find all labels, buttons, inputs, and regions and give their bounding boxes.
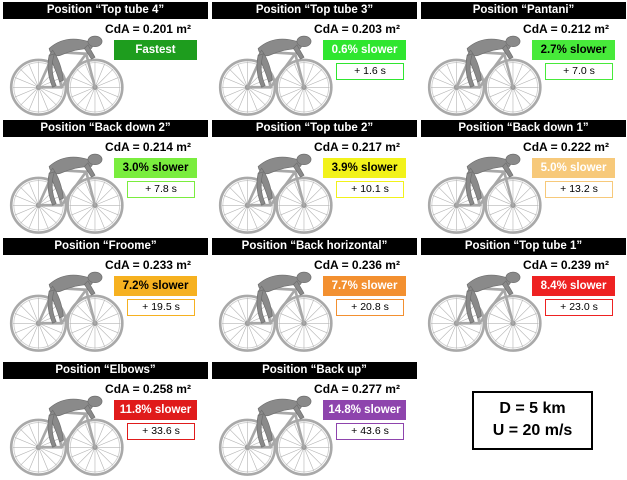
cyclist-illustration — [427, 153, 542, 234]
position-title: Position “Pantani” — [421, 2, 626, 19]
position-title: Position “Back down 2” — [3, 120, 208, 137]
time-delta: + 20.8 s — [336, 299, 404, 316]
time-delta: + 43.6 s — [336, 423, 404, 440]
speed-label: U = 20 m/s — [492, 422, 573, 439]
slower-badge: 14.8% slower — [323, 400, 406, 420]
position-panel: Position “Back up” CdA = 0.277 m² — [212, 362, 417, 480]
cyclist-illustration — [9, 271, 124, 352]
cda-value: CdA = 0.203 m² — [314, 22, 400, 36]
position-panel: Position “Pantani” CdA = 0.212 m² — [421, 2, 626, 120]
time-delta: + 23.0 s — [545, 299, 613, 316]
position-title: Position “Top tube 1” — [421, 238, 626, 255]
conditions-box: D = 5 km U = 20 m/s — [472, 391, 593, 450]
cda-value: CdA = 0.217 m² — [314, 140, 400, 154]
position-panel: Position “Back down 1” CdA = 0.222 — [421, 120, 626, 238]
position-title: Position “Froome” — [3, 238, 208, 255]
cda-value: CdA = 0.258 m² — [105, 382, 191, 396]
slower-badge: 0.6% slower — [323, 40, 406, 60]
cyclist-illustration — [427, 35, 542, 116]
position-title: Position “Top tube 2” — [212, 120, 417, 137]
slower-badge: 7.7% slower — [323, 276, 406, 296]
cyclist-illustration — [218, 271, 333, 352]
slower-badge: 8.4% slower — [532, 276, 615, 296]
position-panel: Position “Top tube 1” CdA = 0.239 — [421, 238, 626, 356]
time-delta: + 33.6 s — [127, 423, 195, 440]
slower-badge: 2.7% slower — [532, 40, 615, 60]
position-panel: Position “Top tube 3” CdA = 0.203 — [212, 2, 417, 120]
position-title: Position “Back horizontal” — [212, 238, 417, 255]
position-panel: Position “Back down 2” CdA = 0.214 — [3, 120, 208, 238]
cyclist-illustration — [218, 35, 333, 116]
position-panel: Position “Top tube 4” CdA = 0.201 — [3, 2, 208, 120]
slower-badge: 5.0% slower — [532, 158, 615, 178]
position-title: Position “Top tube 3” — [212, 2, 417, 19]
position-title: Position “Top tube 4” — [3, 2, 208, 19]
slower-badge: 11.8% slower — [114, 400, 197, 420]
cda-value: CdA = 0.236 m² — [314, 258, 400, 272]
time-delta: + 7.8 s — [127, 181, 195, 198]
time-delta: + 10.1 s — [336, 181, 404, 198]
cyclist-illustration — [9, 395, 124, 476]
position-title: Position “Back down 1” — [421, 120, 626, 137]
cyclist-illustration — [9, 153, 124, 234]
time-delta: + 7.0 s — [545, 63, 613, 80]
cda-value: CdA = 0.214 m² — [105, 140, 191, 154]
cda-value: CdA = 0.277 m² — [314, 382, 400, 396]
position-panel: Position “Back horizontal” CdA = 0 — [212, 238, 417, 356]
cda-value: CdA = 0.233 m² — [105, 258, 191, 272]
position-title: Position “Elbows” — [3, 362, 208, 379]
cyclist-illustration — [9, 35, 124, 116]
position-panel: Position “Top tube 2” CdA = 0.217 — [212, 120, 417, 238]
cda-value: CdA = 0.212 m² — [523, 22, 609, 36]
slower-badge: 3.9% slower — [323, 158, 406, 178]
time-delta: + 1.6 s — [336, 63, 404, 80]
time-delta: + 13.2 s — [545, 181, 613, 198]
cda-value: CdA = 0.201 m² — [105, 22, 191, 36]
slower-badge: 3.0% slower — [114, 158, 197, 178]
position-title: Position “Back up” — [212, 362, 417, 379]
position-panel: Position “Elbows” CdA = 0.258 m² — [3, 362, 208, 480]
cyclist-illustration — [218, 395, 333, 476]
slower-badge: 7.2% slower — [114, 276, 197, 296]
position-panel: Position “Froome” CdA = 0.233 m² — [3, 238, 208, 356]
cyclist-illustration — [218, 153, 333, 234]
cda-value: CdA = 0.239 m² — [523, 258, 609, 272]
cyclist-illustration — [427, 271, 542, 352]
time-delta: + 19.5 s — [127, 299, 195, 316]
slower-badge: Fastest — [114, 40, 197, 60]
cda-value: CdA = 0.222 m² — [523, 140, 609, 154]
distance-label: D = 5 km — [499, 400, 566, 417]
